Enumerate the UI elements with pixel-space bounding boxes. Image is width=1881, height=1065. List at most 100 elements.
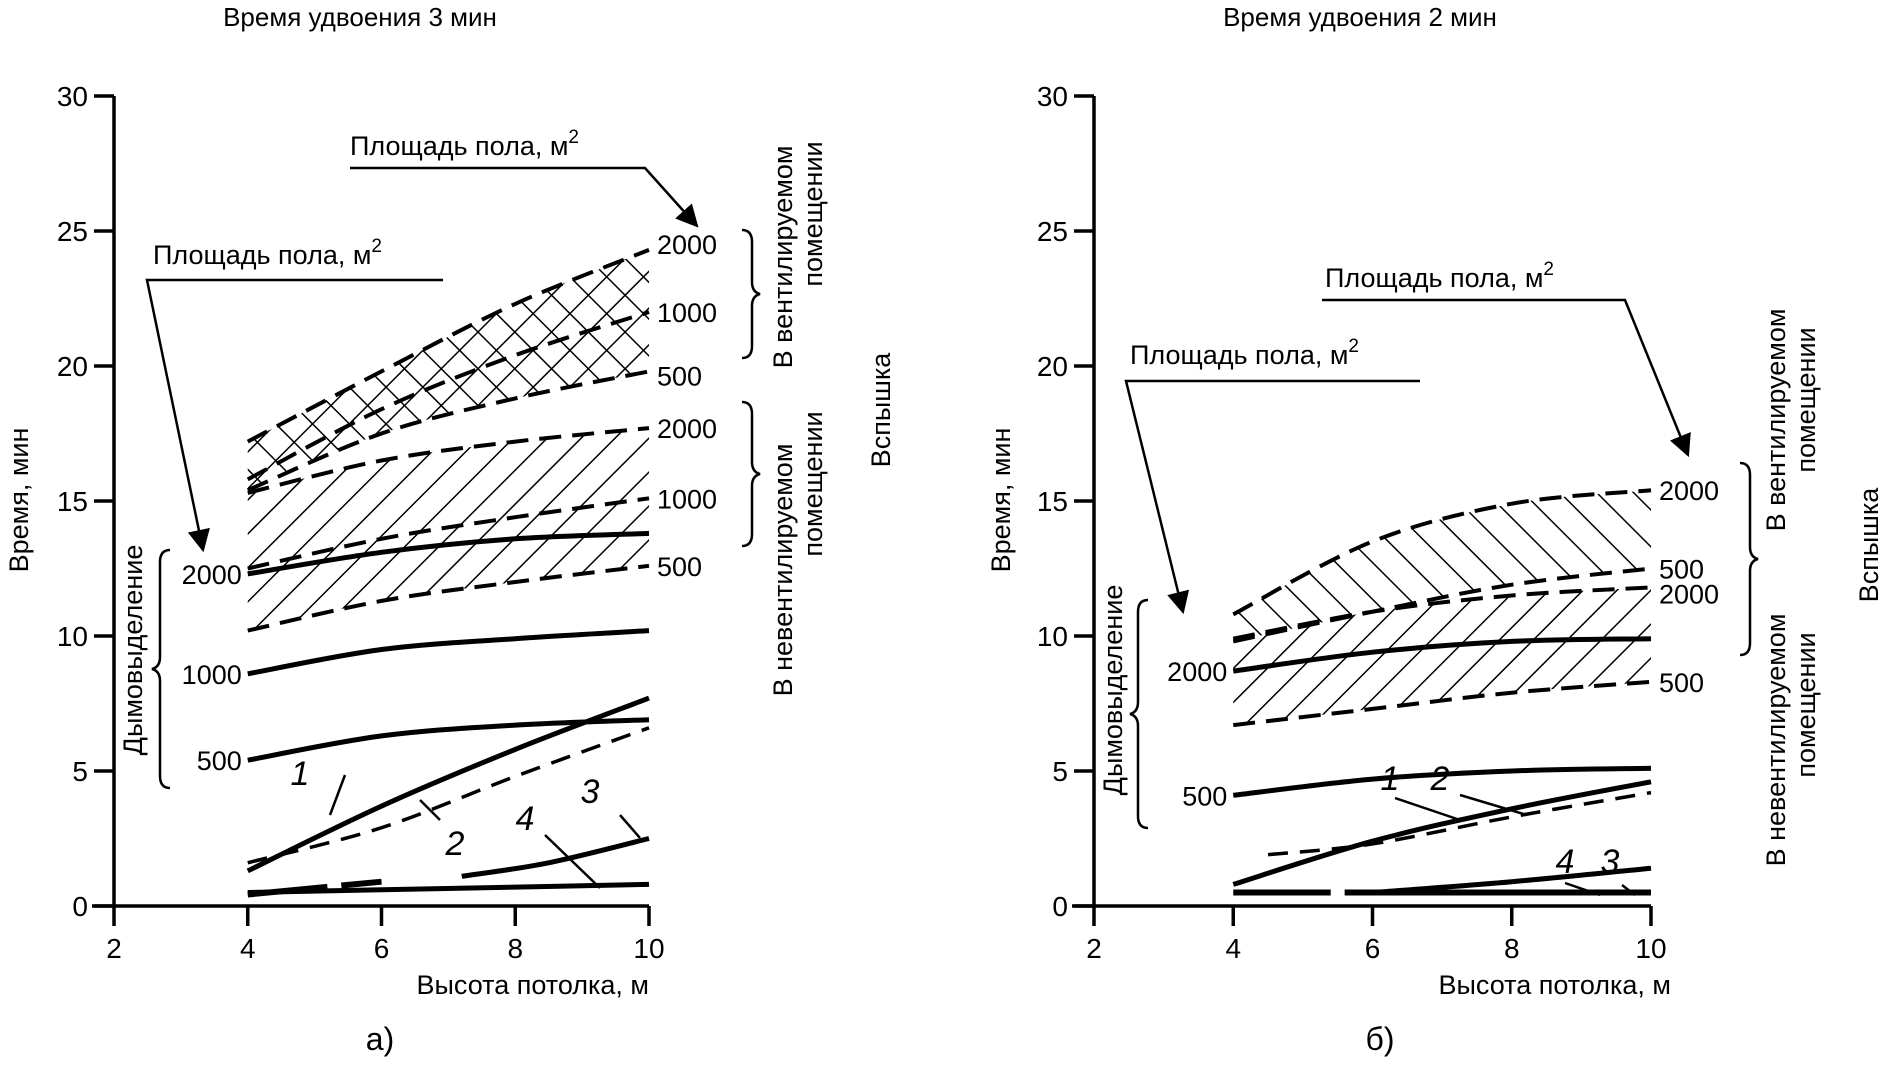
curve-leader-line — [419, 799, 441, 821]
curve-1-line — [1232, 779, 1652, 887]
label-ventilated-line2: помещении — [798, 141, 828, 286]
y-tick-label: 0 — [72, 891, 88, 922]
curve-3-line — [461, 836, 650, 879]
hatched-band — [1233, 587, 1651, 726]
chart-a-xlabel: Высота потолка, м — [417, 970, 650, 1000]
chart-a-ylabel: Время, мин — [4, 428, 34, 573]
curve-2-line — [1267, 790, 1652, 857]
series-label: 2000 — [657, 230, 717, 260]
series-line — [247, 530, 650, 577]
leader-line — [1322, 298, 1691, 458]
series-line — [1232, 765, 1652, 798]
curve-number-label: 1 — [1381, 760, 1400, 798]
brace-smoke — [1129, 598, 1149, 830]
y-tick-label: 5 — [72, 756, 88, 787]
series-line — [247, 628, 650, 677]
y-tick-label: 20 — [57, 351, 88, 382]
curve-number-label: 1 — [291, 755, 310, 793]
series-label: 1000 — [182, 660, 242, 690]
floor-area-label: Площадь пола, м — [350, 131, 568, 161]
series-label: 2000 — [1167, 657, 1227, 687]
curve-leader-line — [544, 834, 601, 889]
x-tick-label: 10 — [1635, 933, 1666, 964]
superscript: 2 — [1543, 259, 1554, 280]
curve-number-label: 2 — [1430, 760, 1450, 798]
series-label: 500 — [1659, 555, 1704, 585]
x-tick-label: 2 — [1086, 933, 1102, 964]
chart-a-title: Время удвоения 3 мин — [223, 2, 497, 32]
brace-smoke — [151, 548, 171, 790]
chart-b-ylabel: Время, мин — [986, 428, 1016, 573]
label-ventilated-line2: помещении — [1791, 327, 1821, 472]
hatched-band — [1233, 490, 1651, 642]
curve-leader-line — [1564, 881, 1601, 897]
y-tick-label: 10 — [57, 621, 88, 652]
y-tick-label: 25 — [1037, 216, 1068, 247]
series-line — [247, 563, 650, 633]
x-tick-label: 10 — [633, 933, 664, 964]
curve-leader-line — [1621, 884, 1636, 896]
x-tick-label: 6 — [374, 933, 390, 964]
y-tick-label: 0 — [1052, 891, 1068, 922]
y-tick-label: 10 — [1037, 621, 1068, 652]
leader-line — [350, 166, 699, 228]
label-smoke: Дымовыделение — [1098, 585, 1128, 796]
y-tick-label: 25 — [57, 216, 88, 247]
series-labels-right: 2000 1000 500 2000 1000 500 2000 1000 500 — [182, 230, 717, 776]
floor-area-label: Площадь пола, м — [1325, 263, 1543, 293]
x-tick-label: 8 — [507, 933, 523, 964]
x-tick-label: 8 — [1504, 933, 1520, 964]
label-ventilated-line1: В вентилируемом — [1761, 309, 1791, 532]
curve-number-label: 4 — [516, 800, 535, 838]
floor-area-annotation-top: Площадь пола, м2 — [1322, 259, 1691, 458]
series-line — [246, 369, 650, 493]
floor-area-annotation-left: Площадь пола, м2 — [145, 236, 443, 553]
series-line — [246, 248, 650, 444]
chart-b-xlabel: Высота потолка, м — [1439, 970, 1672, 1000]
chart-a-panel-label: а) — [366, 1021, 394, 1057]
brace-nonventilated — [741, 400, 761, 548]
short-segment — [247, 878, 382, 898]
curve-2-line — [247, 726, 650, 865]
series-label: 2000 — [182, 560, 242, 590]
superscript: 2 — [568, 127, 579, 148]
curve-leader-line — [328, 774, 347, 816]
series-label: 500 — [197, 746, 242, 776]
series-line — [1232, 488, 1652, 617]
svg-text:Площадь пола, м2: Площадь пола, м2 — [1325, 259, 1554, 293]
y-tick-label: 15 — [1037, 486, 1068, 517]
curve-leader-line — [619, 814, 641, 839]
numbered-curve-labels: 1 2 3 4 — [291, 755, 641, 889]
series-line — [1233, 679, 1652, 728]
chart-b-panel-label: б) — [1366, 1021, 1395, 1057]
label-nonventilated-line2: помещении — [1791, 632, 1821, 777]
brace-flashover — [1739, 461, 1759, 657]
curve-number-label: 3 — [581, 773, 600, 811]
label-flashover: Вспышка — [866, 352, 896, 468]
label-nonventilated-line2: помещении — [798, 411, 828, 556]
brace-ventilated — [741, 228, 761, 360]
series-line — [247, 426, 650, 495]
series-line — [246, 310, 650, 482]
y-tick-label: 5 — [1052, 756, 1068, 787]
curve-number-label: 4 — [1556, 843, 1575, 881]
label-nonventilated-line1: В невентилируемом — [768, 444, 798, 697]
label-smoke: Дымовыделение — [118, 545, 148, 756]
curve-leader-line — [1459, 793, 1528, 817]
series-label: 500 — [657, 552, 702, 582]
series-line — [1232, 585, 1652, 641]
series-label: 1000 — [657, 298, 717, 328]
hatched-band — [247, 249, 649, 491]
x-tick-label: 4 — [1225, 933, 1241, 964]
y-tick-label: 30 — [57, 81, 88, 112]
chart-b-title: Время удвоения 2 мин — [1223, 2, 1497, 32]
label-ventilated-line1: В вентилируемом — [768, 146, 798, 369]
floor-area-annotation-top: Площадь пола, м2 — [350, 127, 699, 228]
series-line — [247, 496, 650, 571]
curve-leader-line — [1394, 796, 1461, 822]
series-label: 2000 — [1659, 579, 1719, 609]
